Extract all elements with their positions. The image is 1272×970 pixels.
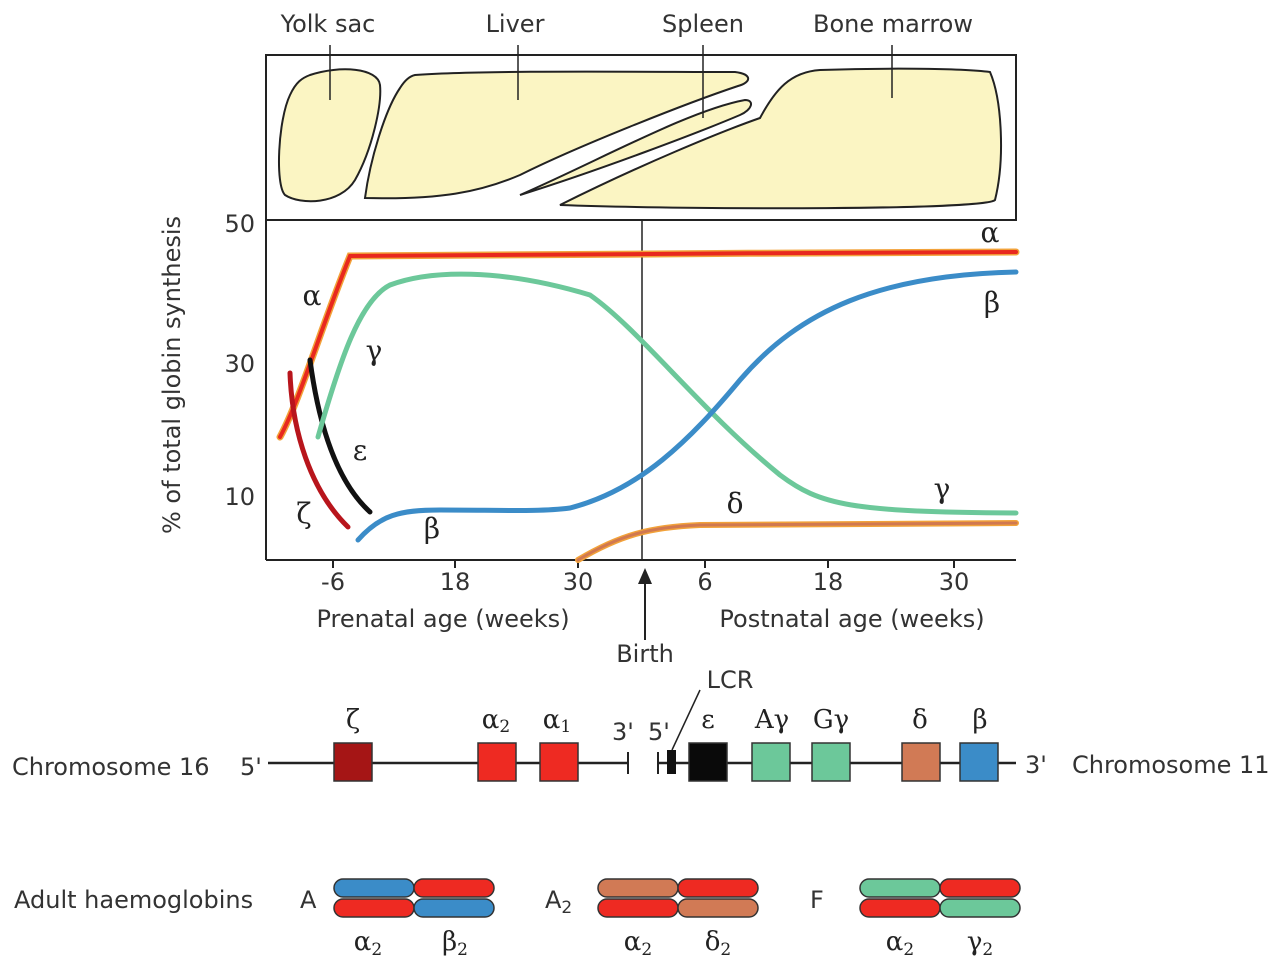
spleen-label: Spleen bbox=[662, 10, 744, 38]
hb-a-chain2-label: β2 bbox=[442, 927, 468, 960]
alpha-curve bbox=[278, 250, 1018, 439]
epsilon-label: ε bbox=[353, 434, 368, 467]
epsilon-gene-box bbox=[688, 742, 728, 782]
hb-a2-delta-chain-bottom bbox=[677, 898, 759, 918]
bone-marrow-label: Bone marrow bbox=[813, 10, 973, 38]
alpha-top-label: α bbox=[981, 216, 1000, 249]
delta-gene-label: δ bbox=[912, 705, 928, 735]
chromosome-11-label: Chromosome 11 bbox=[1072, 751, 1270, 779]
hb-f-label: F bbox=[810, 886, 824, 914]
beta-right-label: β bbox=[984, 286, 1000, 319]
alpha-left-label: α bbox=[303, 279, 322, 312]
hb-a2-alpha-chain-top bbox=[677, 878, 759, 898]
hb-f-alpha-chain-bottom bbox=[859, 898, 941, 918]
xtick-post-18: 18 bbox=[813, 568, 844, 596]
lcr-box bbox=[667, 750, 676, 774]
lcr-label: LCR bbox=[707, 666, 754, 694]
gamma-curve bbox=[315, 271, 1019, 516]
zeta-label: ζ bbox=[296, 497, 311, 530]
zeta-gene-label: ζ bbox=[346, 705, 360, 735]
xtick-post-6: 6 bbox=[697, 568, 712, 596]
zeta-curve bbox=[287, 370, 351, 530]
postnatal-axis-label: Postnatal age (weeks) bbox=[719, 605, 984, 633]
hb-a2-chain1-label: α2 bbox=[624, 927, 652, 960]
beta-curve bbox=[355, 269, 1019, 543]
ytick-30: 30 bbox=[224, 350, 255, 378]
bone-marrow-shape bbox=[559, 67, 1003, 210]
beta-low-label: β bbox=[424, 512, 440, 545]
ytick-50: 50 bbox=[224, 210, 255, 238]
delta-curve bbox=[576, 521, 1018, 562]
a-gamma-gene-box bbox=[751, 742, 791, 782]
hb-a2-chain2-label: δ2 bbox=[705, 927, 731, 960]
beta-gene-box bbox=[959, 742, 999, 782]
hb-a-beta-chain-bottom bbox=[413, 898, 495, 918]
chr11-3prime: 3' bbox=[1025, 751, 1047, 779]
hb-f-chain2-label: γ2 bbox=[967, 927, 993, 960]
birth-arrow-icon bbox=[638, 568, 652, 584]
hb-f-gamma-chain-top bbox=[859, 878, 941, 898]
hb-a2-delta-chain-top bbox=[597, 878, 679, 898]
birth-label: Birth bbox=[616, 640, 674, 668]
hb-a-chain1-label: α2 bbox=[354, 927, 382, 960]
gamma-right-label: γ bbox=[934, 472, 951, 505]
chr16-3prime: 3' bbox=[612, 718, 634, 746]
chr16-5prime: 5' bbox=[240, 753, 262, 781]
y-axis-label: % of total globin synthesis bbox=[158, 216, 186, 534]
ytick-10: 10 bbox=[224, 483, 255, 511]
chromosome-16-label: Chromosome 16 bbox=[12, 753, 210, 781]
gamma-left-label: γ bbox=[366, 334, 383, 367]
xtick-pre-18: 18 bbox=[440, 568, 471, 596]
a-gamma-gene-label: Aγ bbox=[754, 705, 789, 735]
prenatal-axis-label: Prenatal age (weeks) bbox=[316, 605, 569, 633]
liver-label: Liver bbox=[486, 10, 545, 38]
epsilon-curve bbox=[307, 357, 373, 515]
hb-a-alpha-chain-top bbox=[413, 878, 495, 898]
xtick-pre-30: 30 bbox=[563, 568, 594, 596]
adult-haemoglobins-label: Adult haemoglobins bbox=[14, 886, 253, 914]
hb-f-chain1-label: α2 bbox=[886, 927, 914, 960]
hb-f-alpha-chain-top bbox=[939, 878, 1021, 898]
alpha1-gene-label: α1 bbox=[543, 705, 571, 737]
hb-a2-alpha-chain-bottom bbox=[597, 898, 679, 918]
hb-a-beta-chain-top bbox=[333, 878, 415, 898]
hb-a-label: A bbox=[300, 886, 317, 914]
alpha2-gene-label: α2 bbox=[482, 705, 510, 737]
chr11-5prime: 5' bbox=[648, 718, 670, 746]
delta-gene-box bbox=[901, 742, 941, 782]
alpha2-gene-box bbox=[477, 742, 517, 782]
delta-curve-edge bbox=[575, 520, 1019, 563]
lcr-leader bbox=[671, 689, 701, 751]
xtick-post-30: 30 bbox=[939, 568, 970, 596]
epsilon-gene-label: ε bbox=[701, 705, 714, 735]
g-gamma-gene-box bbox=[811, 742, 851, 782]
g-gamma-gene-label: Gγ bbox=[813, 705, 849, 735]
yolk-sac-label: Yolk sac bbox=[280, 10, 376, 38]
zeta-gene-box bbox=[333, 742, 373, 782]
liver-shape bbox=[363, 70, 750, 200]
delta-label: δ bbox=[727, 487, 744, 520]
hb-a2-label: A2 bbox=[545, 886, 572, 918]
alpha1-gene-box bbox=[539, 742, 579, 782]
beta-gene-label: β bbox=[972, 705, 987, 735]
hb-f-gamma-chain-bottom bbox=[939, 898, 1021, 918]
yolk-sac-shape bbox=[278, 68, 382, 203]
hb-a-alpha-chain-bottom bbox=[333, 898, 415, 918]
spleen-shape bbox=[519, 98, 752, 196]
xtick-pre-minus6: -6 bbox=[321, 568, 345, 596]
